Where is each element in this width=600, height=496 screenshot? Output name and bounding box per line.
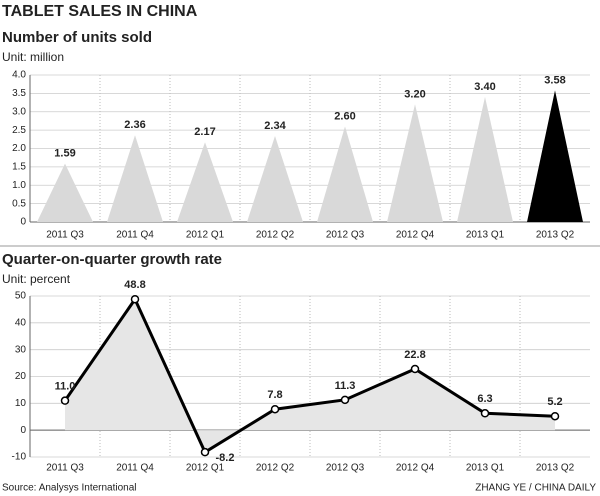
x-tick-label: 2013 Q2 [536,230,575,241]
triangle-bar [247,136,303,222]
value-label: 2.17 [194,126,215,138]
y-tick-label: 4.0 [12,70,26,81]
y-tick-label: 3.5 [12,88,26,99]
value-label: 2.34 [264,120,286,132]
value-label: 3.58 [544,74,565,86]
y-tick-label: 40 [15,317,27,328]
value-label: 11.0 [55,381,76,393]
point [480,409,490,418]
value-label: 5.2 [547,396,562,408]
y-tick-label: 0 [20,425,26,436]
value-label: 3.20 [404,88,425,100]
triangle-bar [387,104,443,222]
point [60,396,70,405]
x-tick-label: 2011 Q4 [116,230,154,241]
x-tick-label: 2013 Q2 [536,463,575,474]
y-tick-label: 0.5 [12,198,26,209]
y-tick-label: 2.5 [12,125,26,136]
x-tick-label: 2012 Q3 [326,463,365,474]
page-title: TABLET SALES IN CHINA [2,3,198,20]
triangle-bar [457,97,513,222]
point [270,404,280,414]
credit: ZHANG YE / CHINA DAILY [475,483,596,494]
source: Source: Analysys International [2,483,137,494]
triangle-bar [177,142,233,222]
value-label: 48.8 [124,279,145,291]
value-label: -8.2 [216,452,235,464]
x-tick-label: 2011 Q4 [116,463,154,474]
x-tick-label: 2013 Q1 [466,463,505,474]
x-tick-label: 2012 Q1 [186,230,225,241]
x-tick-label: 2012 Q1 [186,463,225,474]
value-label: 6.3 [477,393,492,405]
triangle-bar [37,163,93,222]
y-tick-label: 10 [15,398,27,409]
value-label: 1.59 [54,147,75,159]
point [130,294,140,304]
x-tick-label: 2012 Q3 [326,230,365,241]
x-tick-label: 2012 Q2 [256,463,295,474]
value-label: 7.8 [267,389,282,401]
triangle-bar [107,135,163,222]
value-label: 3.40 [474,81,495,93]
y-tick-label: 2.0 [12,143,26,154]
x-tick-label: 2012 Q4 [396,463,435,474]
x-tick-label: 2012 Q4 [396,230,435,241]
x-tick-label: 2013 Q1 [466,230,505,241]
point [410,364,420,374]
y-tick-label: 1.5 [12,162,26,173]
value-label: 11.3 [335,380,356,392]
point [340,395,350,405]
x-tick-label: 2011 Q3 [46,463,84,474]
y-tick-label: 50 [15,291,27,302]
value-label: 2.60 [334,110,355,122]
chart-subtitle: Unit: million [2,50,64,64]
point [550,411,560,421]
chart-title: Number of units sold [2,29,152,46]
y-tick-label: 0 [20,217,26,228]
triangle-bar [527,90,583,222]
point [200,447,210,457]
line [63,296,556,455]
y-tick-label: 3.0 [12,106,26,117]
area [65,299,555,453]
y-tick-label: 1.0 [12,180,26,191]
y-tick-label: 20 [15,371,27,382]
value-label: 22.8 [404,349,425,361]
chart-title: Quarter-on-quarter growth rate [2,251,222,268]
x-tick-label: 2012 Q2 [256,230,295,241]
chart-subtitle: Unit: percent [2,272,71,286]
value-label: 2.36 [124,119,145,131]
x-tick-label: 2011 Q3 [46,230,84,241]
y-tick-label: 30 [15,344,27,355]
triangle-bar [317,126,373,222]
y-tick-label: -10 [12,452,27,463]
